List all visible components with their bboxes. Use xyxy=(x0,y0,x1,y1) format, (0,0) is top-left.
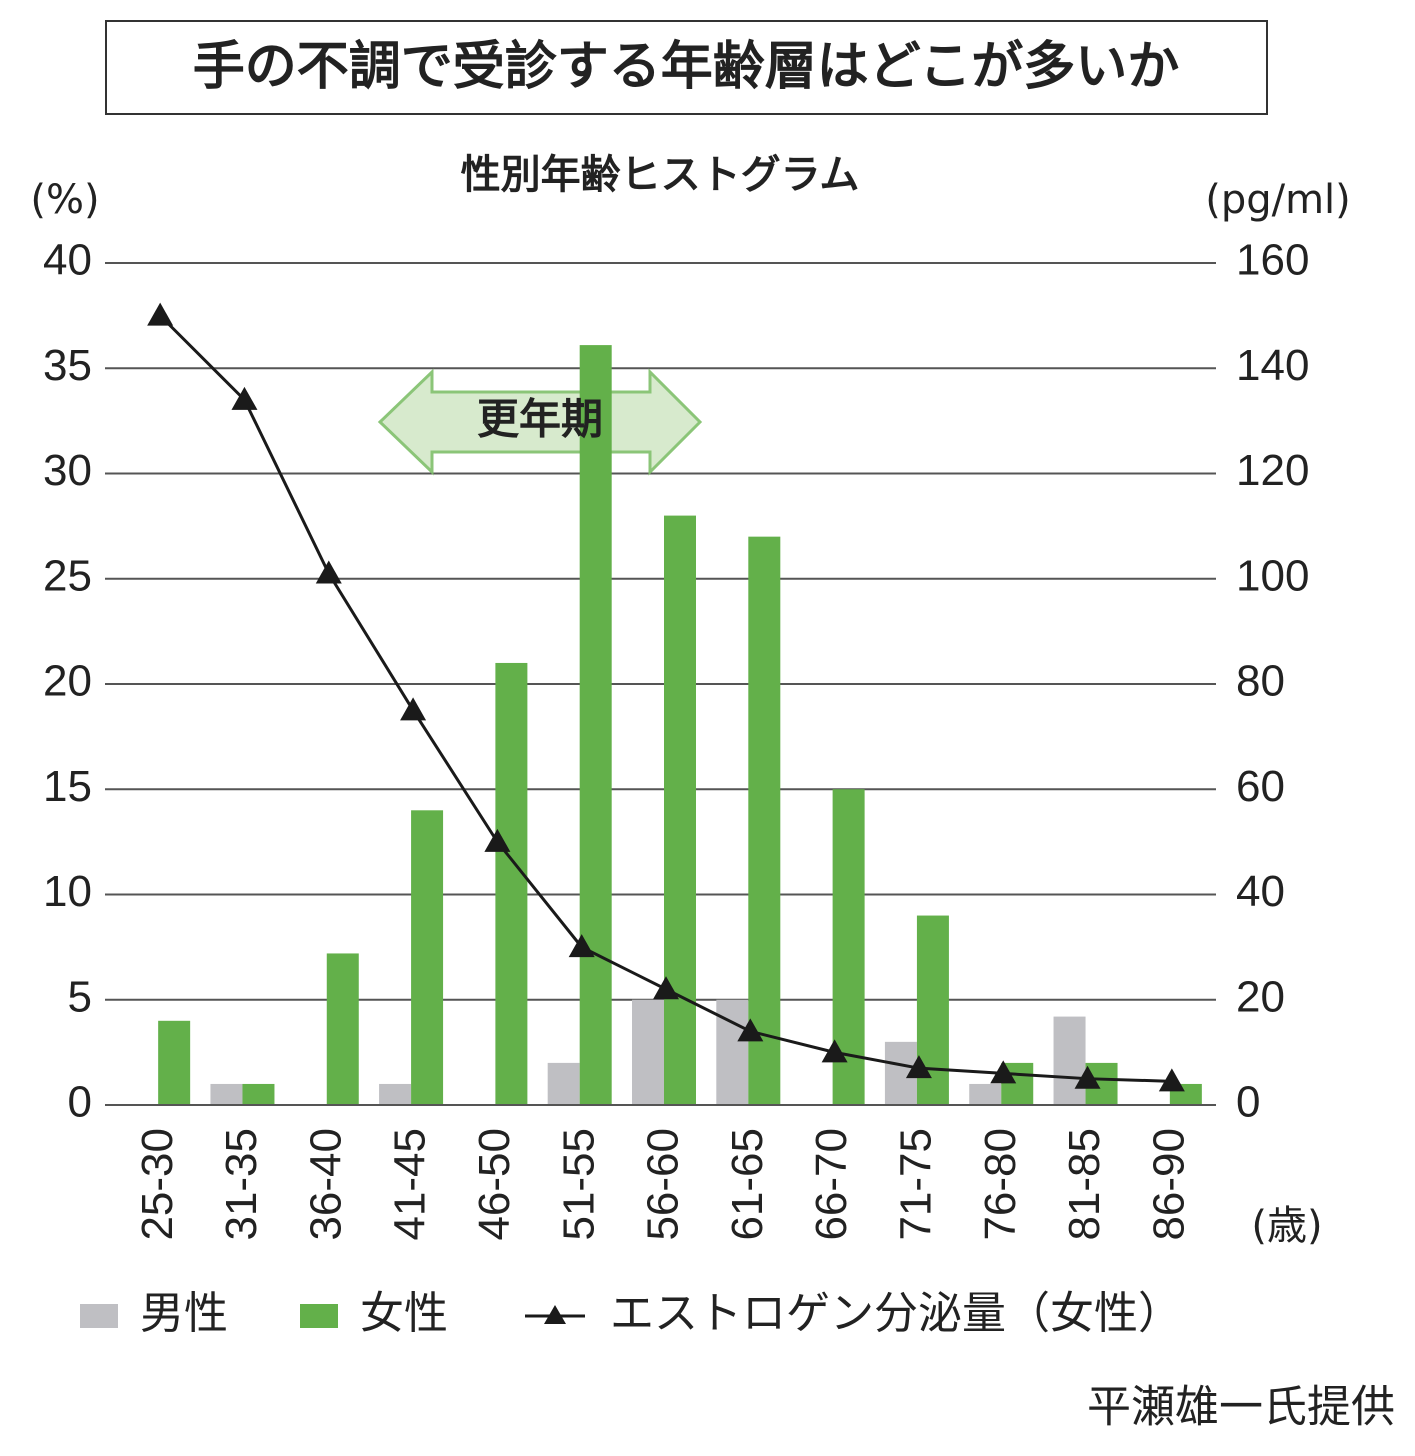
marker xyxy=(653,976,679,1000)
marker xyxy=(315,560,342,584)
y-tick-label: 10 xyxy=(43,867,92,916)
y-tick-label: 30 xyxy=(43,446,92,495)
marker xyxy=(905,1055,932,1079)
y2-tick-label: 40 xyxy=(1236,867,1285,916)
y-tick-label: 25 xyxy=(43,551,92,600)
bar xyxy=(379,1083,412,1105)
title-box xyxy=(105,20,1268,115)
x-tick-label: 81-85 xyxy=(1060,1128,1109,1241)
source: 平瀬雄一氏提供 xyxy=(1087,1382,1395,1433)
legend-marker xyxy=(544,1305,566,1324)
x-tick-label: 71-75 xyxy=(892,1128,941,1241)
x-tick-label: 76-80 xyxy=(976,1128,1025,1241)
bar xyxy=(632,999,664,1105)
x-tick-label: 86-90 xyxy=(1144,1128,1193,1241)
marker xyxy=(1074,1065,1101,1089)
y-unit: (%) xyxy=(30,177,99,223)
x-tick-label: 66-70 xyxy=(807,1128,856,1241)
period-arrow xyxy=(377,368,703,476)
bar xyxy=(748,536,781,1105)
legend-swatch xyxy=(80,1304,118,1328)
marker xyxy=(568,934,595,958)
x-tick-label: 46-50 xyxy=(470,1128,519,1241)
legend-swatch xyxy=(300,1304,338,1328)
bar xyxy=(242,1083,275,1105)
y2-tick-label: 140 xyxy=(1236,341,1309,390)
y2-tick-label: 160 xyxy=(1236,236,1309,285)
y2-tick-label: 80 xyxy=(1236,657,1285,706)
bar xyxy=(210,1083,243,1105)
marker xyxy=(484,828,511,852)
bar xyxy=(158,1020,191,1105)
x-tick-label: 51-55 xyxy=(554,1128,603,1241)
bar xyxy=(579,345,612,1106)
x-unit: (歳) xyxy=(1251,1203,1322,1249)
legend-label: 女性 xyxy=(360,1288,448,1339)
x-tick-label: 25-30 xyxy=(133,1128,182,1241)
x-tick-label: 56-60 xyxy=(639,1128,688,1241)
marker xyxy=(821,1039,848,1063)
x-tick-label: 41-45 xyxy=(386,1128,435,1241)
marker xyxy=(737,1018,764,1042)
y-tick-label: 40 xyxy=(43,236,92,285)
y-tick-label: 0 xyxy=(68,1078,92,1127)
bar xyxy=(326,953,359,1105)
bar xyxy=(547,1062,580,1105)
legend-label: 男性 xyxy=(140,1288,228,1339)
marker xyxy=(147,302,174,326)
y2-tick-label: 60 xyxy=(1236,762,1285,811)
bar xyxy=(969,1083,1002,1105)
bar xyxy=(664,515,696,1105)
chart-title: 手の不調で受診する年齢層はどこが多いか xyxy=(193,37,1179,97)
y-tick-label: 15 xyxy=(43,762,92,811)
y2-tick-label: 100 xyxy=(1236,551,1309,600)
legend-label: エストロゲン分泌量（女性） xyxy=(610,1288,1182,1339)
bar xyxy=(1053,1016,1086,1105)
y2-tick-label: 0 xyxy=(1236,1078,1260,1127)
bar xyxy=(495,662,528,1105)
marker xyxy=(231,386,258,410)
y-tick-label: 35 xyxy=(43,341,92,390)
y-tick-label: 5 xyxy=(68,972,92,1021)
y2-unit: (pg/ml) xyxy=(1205,177,1351,223)
y2-tick-label: 120 xyxy=(1236,446,1309,495)
marker xyxy=(400,697,427,721)
annotation: 更年期 xyxy=(477,395,603,444)
x-tick-label: 36-40 xyxy=(301,1128,350,1241)
x-tick-label: 61-65 xyxy=(723,1128,772,1241)
y-tick-label: 20 xyxy=(43,657,92,706)
y2-tick-label: 20 xyxy=(1236,972,1285,1021)
marker xyxy=(990,1060,1017,1084)
marker xyxy=(1158,1068,1185,1092)
subtitle: 性別年齢ヒストグラム xyxy=(461,152,860,198)
bar xyxy=(411,810,444,1105)
x-tick-label: 31-35 xyxy=(217,1128,266,1241)
